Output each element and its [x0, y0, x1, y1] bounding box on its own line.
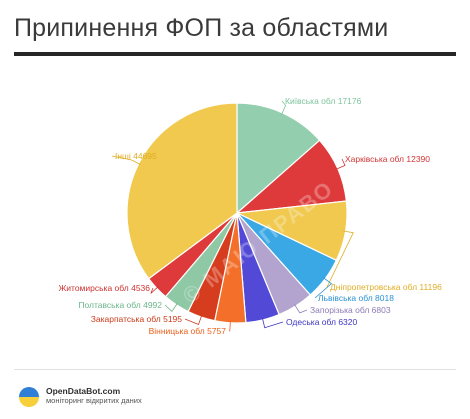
leader-line-7	[228, 320, 231, 332]
chart-title: Припинення ФОП за областями	[14, 14, 389, 42]
slice-label-2: Харківська обл 12390	[345, 154, 430, 164]
slice-label-4: Львівська обл 8018	[318, 293, 394, 303]
leader-line-8	[184, 314, 203, 326]
footer-brand: OpenDataBot.com	[46, 386, 121, 396]
leader-line-10	[150, 286, 159, 294]
leader-line-5	[294, 304, 308, 314]
footer-divider	[14, 369, 456, 370]
title-underline	[14, 52, 456, 56]
slice-label-8: Закарпатська обл 5195	[91, 314, 183, 324]
leader-line-1	[281, 100, 287, 115]
slice-label-11: Інші 44695	[115, 151, 157, 161]
slice-label-5: Запорізька обл 6803	[310, 305, 391, 315]
slice-label-6: Одеська обл 6320	[286, 317, 358, 327]
slice-label-9: Полтавська обл 4992	[78, 300, 162, 310]
slice-label-3: Дніпропетровська обл 11196	[330, 282, 442, 292]
leader-line-9	[164, 302, 178, 313]
slice-label-1: Київська обл 17176	[285, 96, 362, 106]
leader-line-6	[262, 317, 284, 329]
slice-label-10: Житомирська обл 4536	[58, 283, 150, 293]
slice-label-7: Вінницька обл 5757	[149, 326, 227, 336]
leader-line-11	[111, 155, 141, 165]
leader-line-3	[326, 230, 354, 288]
footer-tagline: моніторинг відкритих даних	[46, 396, 142, 405]
leader-line-2	[335, 158, 346, 170]
opendatabot-logo-icon	[19, 387, 39, 407]
leader-line-4	[314, 277, 333, 299]
